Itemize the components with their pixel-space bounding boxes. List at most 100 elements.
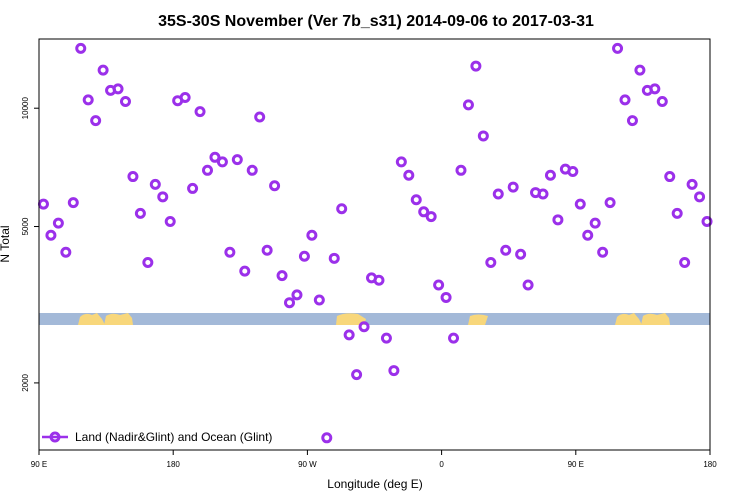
x-tick-label: 180 <box>167 460 181 469</box>
data-point <box>336 203 348 215</box>
data-point <box>45 229 57 241</box>
data-point <box>239 265 251 277</box>
data-point <box>492 188 504 200</box>
x-axis-label: Longitude (deg E) <box>327 477 422 491</box>
y-tick-label: 2000 <box>21 373 30 391</box>
x-tick-label: 90 E <box>568 460 584 469</box>
data-point <box>254 111 266 123</box>
data-point <box>373 274 385 286</box>
data-point <box>269 180 281 192</box>
x-tick-label: 180 <box>703 460 717 469</box>
data-point <box>231 154 243 166</box>
data-point <box>671 207 683 219</box>
data-point <box>604 197 616 209</box>
chart-title: 35S-30S November (Ver 7b_s31) 2014-09-06… <box>158 13 594 30</box>
data-point <box>209 151 221 163</box>
data-point <box>179 91 191 103</box>
data-point <box>321 432 333 444</box>
data-point <box>67 197 79 209</box>
data-point <box>679 256 691 268</box>
land-patch-australia-east-repeat <box>641 313 670 325</box>
data-point <box>507 181 519 193</box>
data-point <box>485 256 497 268</box>
land-patch-africa <box>468 314 488 325</box>
data-point <box>694 191 706 203</box>
data-point <box>194 106 206 118</box>
x-tick-label: 0 <box>439 460 444 469</box>
data-points <box>37 42 713 444</box>
y-tick-label: 5000 <box>21 217 30 235</box>
data-point <box>380 332 392 344</box>
plot-frame <box>38 38 711 451</box>
data-point <box>261 244 273 256</box>
data-point <box>82 94 94 106</box>
data-point <box>462 99 474 111</box>
data-point <box>246 164 258 176</box>
data-point <box>313 294 325 306</box>
data-point <box>701 215 713 227</box>
data-point <box>395 156 407 168</box>
land-patch-south-america <box>336 313 366 325</box>
data-point <box>52 217 64 229</box>
legend: Land (Nadir&Glint) and Ocean (Glint) <box>42 430 272 444</box>
data-point <box>619 94 631 106</box>
y-tick-label: 10000 <box>21 97 30 120</box>
data-point <box>388 365 400 377</box>
data-point <box>500 244 512 256</box>
y-axis-ticks: 2000 5000 10000 <box>21 97 39 392</box>
data-point <box>537 188 549 200</box>
data-point <box>157 191 169 203</box>
x-tick-label: 90 E <box>31 460 47 469</box>
data-point <box>686 178 698 190</box>
data-point <box>582 229 594 241</box>
ocean-band <box>39 313 710 325</box>
land-patch-australia-east <box>104 313 133 325</box>
data-point <box>574 198 586 210</box>
data-point <box>612 42 624 54</box>
data-point <box>187 182 199 194</box>
x-axis-ticks: 90 E 180 90 W 0 90 E 180 <box>31 450 717 469</box>
data-point <box>626 115 638 127</box>
data-point <box>470 60 482 72</box>
data-point <box>425 211 437 223</box>
data-point <box>149 178 161 190</box>
data-point <box>142 256 154 268</box>
data-point <box>589 217 601 229</box>
x-tick-label: 90 W <box>298 460 317 469</box>
data-point <box>403 169 415 181</box>
data-point <box>134 207 146 219</box>
data-point <box>544 169 556 181</box>
data-point <box>119 96 131 108</box>
data-point <box>418 206 430 218</box>
data-point <box>649 83 661 95</box>
data-point <box>298 250 310 262</box>
data-point <box>276 270 288 282</box>
data-point <box>216 156 228 168</box>
data-point <box>343 329 355 341</box>
legend-label: Land (Nadir&Glint) and Ocean (Glint) <box>75 430 272 444</box>
data-point <box>477 130 489 142</box>
data-point <box>224 246 236 258</box>
data-point <box>60 246 72 258</box>
data-point <box>515 248 527 260</box>
data-point <box>410 194 422 206</box>
land-patch-australia-west <box>78 313 105 325</box>
land-patch-australia-west-repeat <box>615 313 642 325</box>
legend-marker <box>49 431 61 443</box>
data-point <box>597 246 609 258</box>
data-point <box>351 369 363 381</box>
data-point <box>634 64 646 76</box>
data-point <box>664 171 676 183</box>
data-point <box>358 321 370 333</box>
data-point <box>656 96 668 108</box>
data-point <box>97 64 109 76</box>
data-point <box>127 171 139 183</box>
data-point <box>522 279 534 291</box>
data-point <box>440 291 452 303</box>
data-point <box>75 42 87 54</box>
data-point <box>284 297 296 309</box>
data-point <box>90 115 102 127</box>
data-point <box>448 332 460 344</box>
